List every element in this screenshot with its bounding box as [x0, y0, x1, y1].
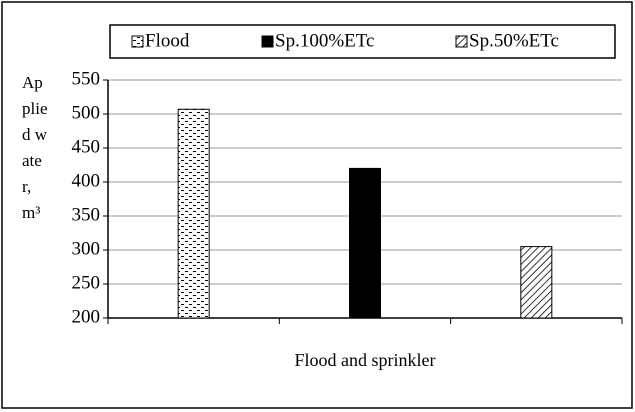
- y-tick-label: 450: [72, 136, 101, 157]
- y-tick-label: 400: [72, 170, 101, 191]
- bar: [349, 167, 381, 319]
- legend-swatch: [261, 35, 274, 48]
- legend-box: [109, 24, 616, 59]
- y-tick-label: 200: [72, 306, 101, 327]
- y-tick-label: 550: [72, 68, 101, 89]
- y-axis-title: Applied water, m³: [22, 73, 48, 222]
- y-tick-label: 250: [72, 272, 101, 293]
- y-tick-label: 350: [72, 204, 101, 225]
- y-tick-label: 500: [72, 102, 101, 123]
- bar: [520, 246, 553, 319]
- x-axis-title: Flood and sprinkler: [295, 350, 436, 370]
- legend-swatch: [455, 35, 468, 48]
- y-tick-label: 300: [72, 238, 101, 259]
- legend-swatch: [131, 35, 144, 48]
- legend-label: Sp.100%ETc: [275, 30, 374, 51]
- legend-label: Flood: [145, 30, 190, 51]
- legend-label: Sp.50%ETc: [469, 30, 559, 51]
- bar: [177, 108, 210, 319]
